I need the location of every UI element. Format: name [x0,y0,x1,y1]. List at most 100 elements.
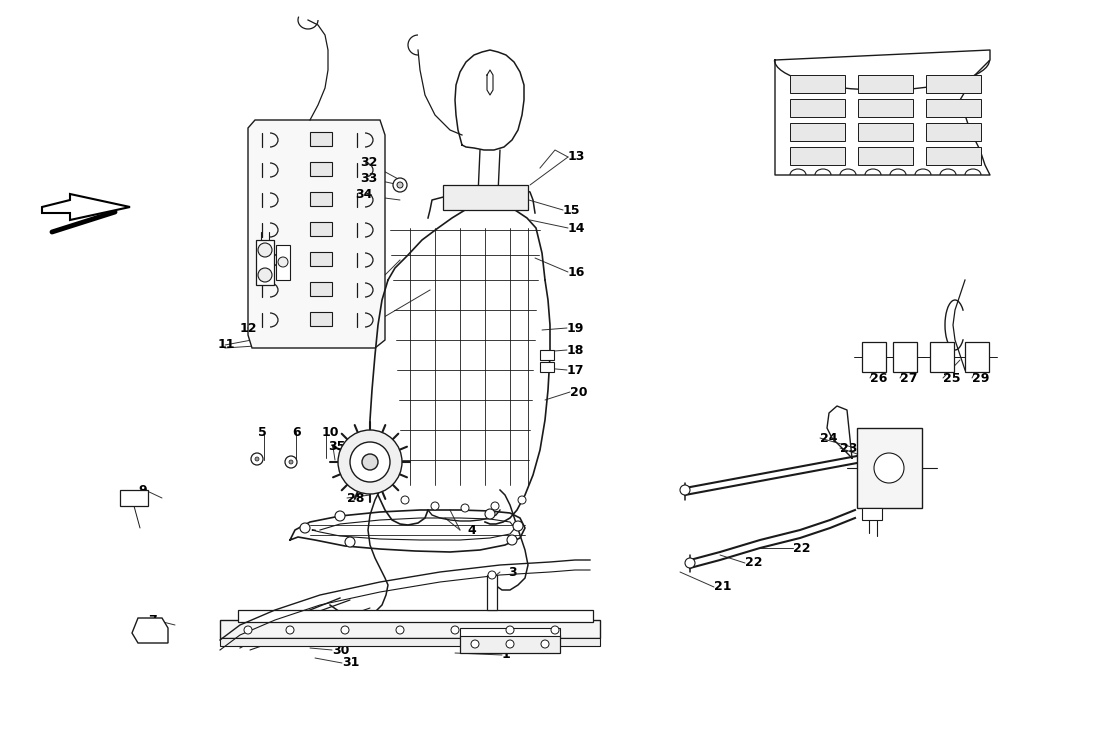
Circle shape [485,509,495,519]
Bar [310,312,332,326]
Polygon shape [248,120,385,348]
Circle shape [258,268,272,282]
Bar [862,342,886,372]
Text: 33: 33 [360,172,377,185]
Text: 3: 3 [508,565,517,578]
Text: 19: 19 [566,321,584,335]
Text: 27: 27 [900,371,917,385]
Circle shape [285,456,297,468]
Text: 12: 12 [240,321,257,335]
Text: 23: 23 [840,441,857,454]
Circle shape [680,485,690,495]
Bar [238,610,593,622]
Bar [220,638,600,646]
Circle shape [518,496,526,504]
Text: 9: 9 [138,483,146,497]
Text: 13: 13 [568,150,585,164]
Circle shape [251,453,263,465]
Circle shape [507,535,517,545]
Text: 22: 22 [745,557,762,569]
Circle shape [393,178,407,192]
Text: 17: 17 [566,364,584,376]
Bar [926,75,981,93]
Text: 30: 30 [332,643,350,657]
Text: 4: 4 [468,524,475,536]
Text: 1: 1 [502,648,510,662]
Circle shape [431,502,439,510]
Text: 5: 5 [258,426,266,438]
Circle shape [345,537,355,547]
Circle shape [541,640,549,648]
Circle shape [551,626,559,634]
Circle shape [402,496,409,504]
Text: 25: 25 [943,371,960,385]
Circle shape [341,626,349,634]
Circle shape [488,571,496,579]
Circle shape [286,626,294,634]
Circle shape [258,243,272,257]
Circle shape [506,640,514,648]
Bar [926,123,981,141]
Text: 8: 8 [508,612,517,624]
Bar [310,282,332,296]
Bar [858,147,913,165]
Text: 15: 15 [563,203,581,217]
Bar [310,192,332,206]
Bar [120,490,148,506]
Circle shape [506,626,514,634]
Bar [858,99,913,117]
Bar [460,628,560,636]
Bar [965,342,989,372]
Text: 14: 14 [568,222,585,235]
Circle shape [397,182,403,188]
Bar [862,508,882,520]
Text: 32: 32 [360,155,377,169]
Bar [443,185,528,210]
Circle shape [396,626,404,634]
Text: 2: 2 [502,630,510,643]
Text: 11: 11 [218,338,235,352]
Text: 31: 31 [342,657,360,669]
Bar [310,222,332,236]
Text: 20: 20 [570,385,587,398]
Bar [858,75,913,93]
Bar [276,245,290,280]
Text: 34: 34 [355,188,373,202]
Bar [460,635,560,653]
Bar [220,620,600,638]
Text: 35: 35 [328,441,345,453]
Circle shape [350,442,390,482]
Bar [857,428,922,508]
Circle shape [255,457,258,461]
Bar [790,147,845,165]
Text: 29: 29 [972,371,989,385]
Circle shape [685,558,695,568]
Text: 22: 22 [793,542,811,554]
Bar [790,123,845,141]
Text: 21: 21 [714,580,732,594]
Bar [540,350,554,360]
Circle shape [513,521,522,531]
Bar [310,132,332,146]
Bar [926,147,981,165]
Bar [256,240,274,285]
Bar [930,342,954,372]
Text: 7: 7 [148,613,156,627]
Circle shape [874,453,904,483]
Bar [540,362,554,372]
Circle shape [300,523,310,533]
Text: 16: 16 [568,265,585,279]
Circle shape [491,502,499,510]
Circle shape [278,257,288,267]
Bar [893,342,917,372]
Text: 24: 24 [820,432,837,444]
Circle shape [471,640,478,648]
Bar [310,162,332,176]
Bar [310,252,332,266]
Bar [487,575,497,610]
Polygon shape [42,194,130,220]
Circle shape [461,504,469,512]
Circle shape [336,511,345,521]
Circle shape [362,454,378,470]
Text: 26: 26 [870,371,888,385]
